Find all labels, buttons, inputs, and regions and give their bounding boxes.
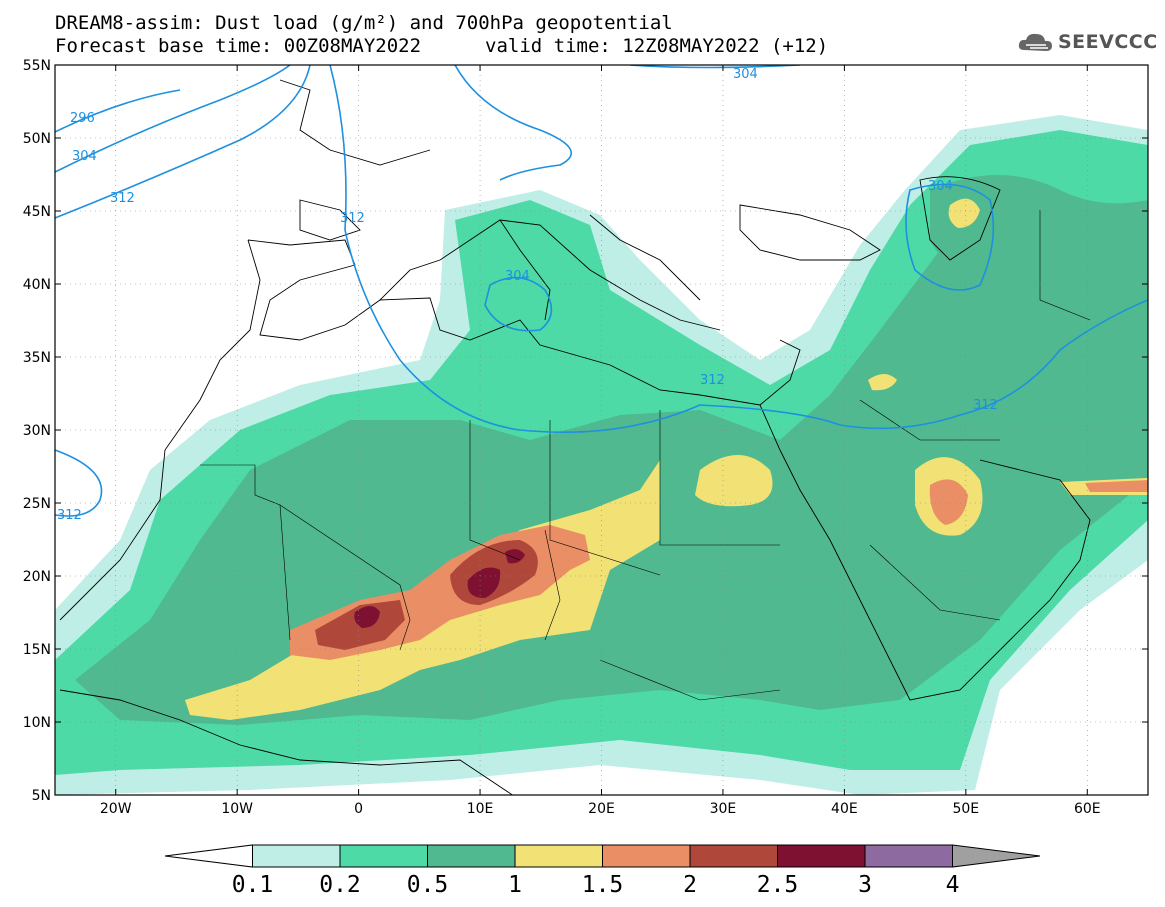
seevccc-logo <box>1018 33 1052 51</box>
colorbar-label: 1 <box>508 872 522 898</box>
lon-label: 20E <box>588 801 615 817</box>
colorbar-label: 0.5 <box>407 872 449 898</box>
dust-band-1-b <box>695 455 773 507</box>
lat-label: 50N <box>23 131 51 147</box>
valid-time: valid time: 12Z08MAY2022 (+12) <box>485 35 829 57</box>
contour-label: 304 <box>72 149 97 164</box>
dust-band-0-5 <box>75 205 1148 725</box>
contour-label: 312 <box>57 508 82 523</box>
contour-312-west <box>55 65 311 219</box>
logo-text: SEEVCCC <box>1058 31 1158 53</box>
lat-label: 5N <box>32 788 51 804</box>
contour-312-africa <box>55 449 103 517</box>
lat-label: 10N <box>23 715 51 731</box>
colorbar-swatch <box>427 844 516 868</box>
contour-label: 304 <box>733 67 758 82</box>
axis-ticks <box>55 64 1148 796</box>
colorbar-swatch <box>602 844 691 868</box>
colorbar-swatch <box>864 844 953 868</box>
colorbar-label: 0.1 <box>232 872 274 898</box>
colorbar-label: 4 <box>946 872 960 898</box>
lat-label: 30N <box>23 423 51 439</box>
lat-label: 45N <box>23 204 51 220</box>
contour-label: 304 <box>928 179 953 194</box>
contour-label: 296 <box>70 111 95 126</box>
colorbar-swatch <box>689 844 778 868</box>
colorbar: 0.1 0.2 0.5 1 1.5 2 2.5 3 4 <box>164 844 1041 898</box>
colorbar-arrow-low <box>164 844 253 868</box>
lon-label: 50E <box>952 801 979 817</box>
lat-label: 40N <box>23 277 51 293</box>
coastlines <box>59 79 1091 795</box>
dust-band-2-5-b <box>467 567 501 598</box>
dust-band-2-5 <box>354 606 380 628</box>
colorbar-swatch <box>252 844 341 868</box>
dust-band-1-e <box>868 374 897 391</box>
contour-304-caspian <box>905 183 995 291</box>
lat-label: 55N <box>23 58 51 74</box>
colorbar-label: 0.2 <box>319 872 361 898</box>
lon-label: 20W <box>100 801 132 817</box>
lat-label: 15N <box>23 642 51 658</box>
contour-label: 312 <box>110 191 135 206</box>
longitude-labels: 20W 10W 0 10E 20E 30E 40E 50E 60E <box>100 801 1101 817</box>
contour-label: 312 <box>340 211 365 226</box>
lat-label: 25N <box>23 496 51 512</box>
contour-312-main <box>329 65 1148 434</box>
lon-label: 30E <box>710 801 737 817</box>
lon-label: 10W <box>221 801 253 817</box>
lon-label: 40E <box>831 801 858 817</box>
latitude-labels: 55N 50N 45N 40N 35N 30N 25N 20N 15N 10N 5N <box>23 58 51 804</box>
country-borders <box>200 210 1091 701</box>
dust-band-0-5-b <box>930 175 1148 330</box>
contour-304-north <box>454 65 572 181</box>
lat-label: 20N <box>23 569 51 585</box>
contour-label: 304 <box>505 269 530 284</box>
dust-band-1-d <box>948 198 980 228</box>
dust-band-1-5-c <box>1085 480 1148 492</box>
colorbar-label: 2.5 <box>757 872 799 898</box>
colorbar-label: 2 <box>683 872 697 898</box>
contour-label: 312 <box>973 398 998 413</box>
colorbar-swatch <box>514 844 603 868</box>
contour-296 <box>55 89 181 133</box>
geopotential-contours <box>55 65 1148 517</box>
colorbar-label: 1.5 <box>582 872 624 898</box>
contour-304-ne <box>629 65 801 69</box>
contour-label: 312 <box>700 373 725 388</box>
contour-label-group: 296 304 312 312 304 304 312 312 312 304 <box>57 67 998 523</box>
lat-label: 35N <box>23 350 51 366</box>
map-title: DREAM8-assim: Dust load (g/m²) and 700hP… <box>55 12 673 34</box>
colorbar-arrow-high <box>952 844 1041 868</box>
dust-band-1-5-b <box>929 479 968 525</box>
graticule <box>55 65 1148 795</box>
cloud-icon <box>1018 33 1052 51</box>
forecast-base-time: Forecast base time: 00Z08MAY2022 <box>55 35 422 57</box>
contour-304-west <box>55 65 291 173</box>
colorbar-swatch <box>777 844 866 868</box>
colorbar-label: 3 <box>858 872 872 898</box>
colorbar-swatch <box>339 844 428 868</box>
lon-label: 60E <box>1074 801 1101 817</box>
contour-304-italy <box>484 276 553 332</box>
lon-label: 0 <box>354 801 363 817</box>
lon-label: 10E <box>467 801 494 817</box>
